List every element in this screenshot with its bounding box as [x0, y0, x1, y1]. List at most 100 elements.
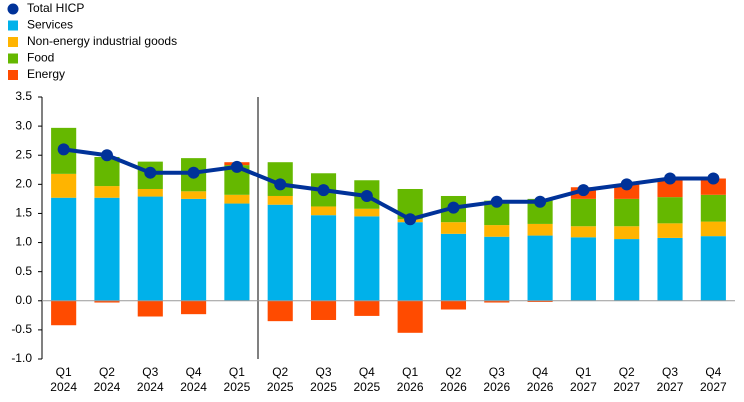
x-tick-label: Q3: [316, 365, 332, 379]
x-tick-label: Q1: [402, 365, 418, 379]
y-tick-label: 3.5: [15, 89, 32, 103]
legend-marker: [8, 37, 18, 47]
bar-segment: [94, 197, 120, 301]
line-marker: [57, 143, 70, 156]
bar-segment: [614, 198, 640, 227]
y-tick-label: 1.5: [15, 206, 32, 220]
bar-segment: [397, 222, 423, 301]
y-tick-label: 2.5: [15, 147, 32, 161]
bar-segment: [181, 300, 207, 315]
bar-segment: [137, 196, 163, 301]
bar-segment: [51, 173, 77, 198]
bar-segment: [354, 208, 380, 217]
bar-segment: [354, 300, 380, 316]
bar-segment: [700, 221, 726, 237]
legend-label: Food: [27, 51, 54, 65]
x-tick-label: 2026: [440, 380, 467, 394]
x-tick-label: Q1: [575, 365, 591, 379]
x-tick-label: Q3: [489, 365, 505, 379]
line-marker: [360, 189, 373, 202]
x-tick-label: Q4: [186, 365, 202, 379]
x-tick-label: Q4: [705, 365, 721, 379]
x-tick-label: Q1: [229, 365, 245, 379]
bars: [51, 127, 726, 333]
bar-segment: [94, 186, 120, 198]
bar-segment: [267, 204, 293, 301]
x-tick-label: Q3: [142, 365, 158, 379]
legend-marker: [8, 20, 18, 31]
x-tick-label: 2027: [700, 380, 727, 394]
bar-segment: [657, 237, 683, 301]
bar-segment: [354, 216, 380, 301]
x-tick-label: 2025: [267, 380, 294, 394]
line-marker: [490, 195, 503, 208]
bar-segment: [51, 197, 77, 301]
x-tick-label: 2025: [224, 380, 251, 394]
bar-segment: [570, 198, 596, 227]
line-marker: [187, 166, 200, 179]
bar-segment: [527, 235, 553, 301]
x-tick-label: 2026: [483, 380, 510, 394]
bar-segment: [527, 223, 553, 236]
legend-marker: [8, 70, 18, 80]
legend-label: Services: [27, 18, 73, 32]
bar-segment: [700, 194, 726, 222]
x-tick-label: 2024: [137, 380, 164, 394]
bar-segment: [137, 300, 163, 317]
bar-segment: [484, 300, 510, 303]
line-marker: [144, 166, 157, 179]
bar-segment: [527, 300, 553, 302]
bar-segment: [224, 203, 250, 301]
x-tick-label: 2025: [310, 380, 337, 394]
bar-segment: [224, 194, 250, 204]
y-tick-label: 0.5: [15, 264, 32, 278]
x-tick-label: 2024: [50, 380, 77, 394]
legend-marker: [8, 53, 18, 64]
y-tick-label: 3.0: [15, 118, 32, 132]
x-tick-label: 2027: [570, 380, 597, 394]
bar-segment: [570, 237, 596, 301]
y-tick-label: -0.5: [11, 322, 32, 336]
line-marker: [100, 149, 113, 162]
line-marker: [707, 172, 720, 185]
bar-segment: [267, 300, 293, 322]
bar-segment: [614, 239, 640, 301]
bar-segment: [181, 191, 207, 199]
x-tick-label: 2025: [353, 380, 380, 394]
bar-segment: [657, 223, 683, 238]
y-tick-label: 2.0: [15, 177, 32, 191]
x-tick-label: Q2: [619, 365, 635, 379]
x-tick-label: 2027: [657, 380, 684, 394]
bar-segment: [310, 300, 337, 320]
x-tick-label: Q1: [56, 365, 72, 379]
line-marker: [230, 160, 243, 173]
x-tick-label: Q3: [662, 365, 678, 379]
bar-segment: [267, 195, 293, 205]
bar-segment: [440, 233, 467, 301]
bar-segment: [614, 226, 640, 240]
legend-label: Non-energy industrial goods: [27, 34, 177, 48]
bar-segment: [484, 236, 510, 301]
bar-segment: [310, 215, 337, 301]
x-tick-label: Q2: [272, 365, 288, 379]
bar-segment: [181, 198, 207, 301]
bar-segment: [657, 197, 683, 224]
axes: -1.0-0.50.00.51.01.52.02.53.03.5Q12024Q2…: [11, 89, 735, 394]
bar-segment: [51, 300, 77, 326]
line-marker: [317, 184, 330, 197]
legend-label: Total HICP: [27, 1, 84, 15]
line-marker: [274, 178, 287, 191]
bar-segment: [700, 178, 726, 195]
x-tick-label: Q2: [445, 365, 461, 379]
x-tick-label: 2026: [527, 380, 554, 394]
line-marker: [664, 172, 677, 185]
bar-segment: [484, 225, 510, 237]
legend-marker: [7, 3, 19, 15]
bar-segment: [614, 184, 640, 199]
x-tick-label: 2027: [613, 380, 640, 394]
legend-label: Energy: [27, 67, 65, 81]
y-tick-label: 1.0: [15, 235, 32, 249]
bar-segment: [397, 300, 423, 333]
x-tick-label: 2026: [397, 380, 424, 394]
